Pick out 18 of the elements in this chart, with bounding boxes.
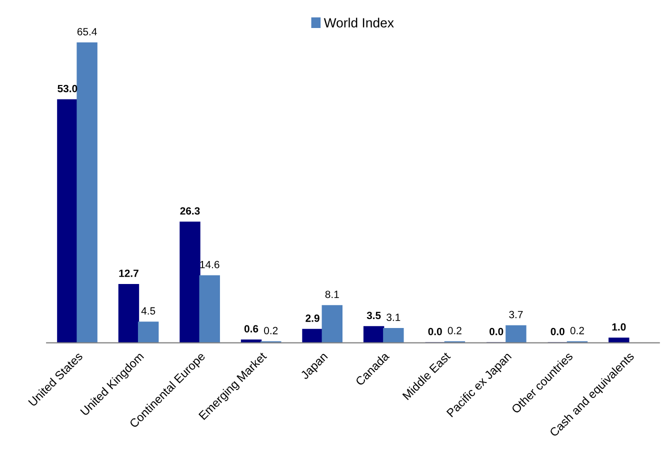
data-label: 12.7	[119, 270, 138, 277]
data-label: 4.5	[141, 307, 156, 315]
data-label: 8.1	[325, 290, 339, 298]
data-label: 0.2	[448, 326, 462, 334]
data-label: 3.1	[386, 314, 400, 321]
data-label: 0.6	[244, 325, 258, 332]
data-label: 0.2	[264, 326, 278, 334]
data-label: 26.3	[180, 207, 200, 215]
data-label: 65.4	[77, 28, 97, 36]
data-label: 0.0	[490, 328, 504, 336]
data-label: 0.2	[570, 326, 584, 334]
legend-label: World Index	[324, 18, 394, 28]
data-label: 0.0	[428, 328, 442, 336]
data-label: 2.9	[306, 314, 320, 322]
data-label: 1.0	[612, 323, 626, 331]
data-label: 3.5	[366, 312, 381, 320]
data-label: 3.7	[509, 310, 523, 318]
data-label: 0.0	[550, 328, 564, 336]
